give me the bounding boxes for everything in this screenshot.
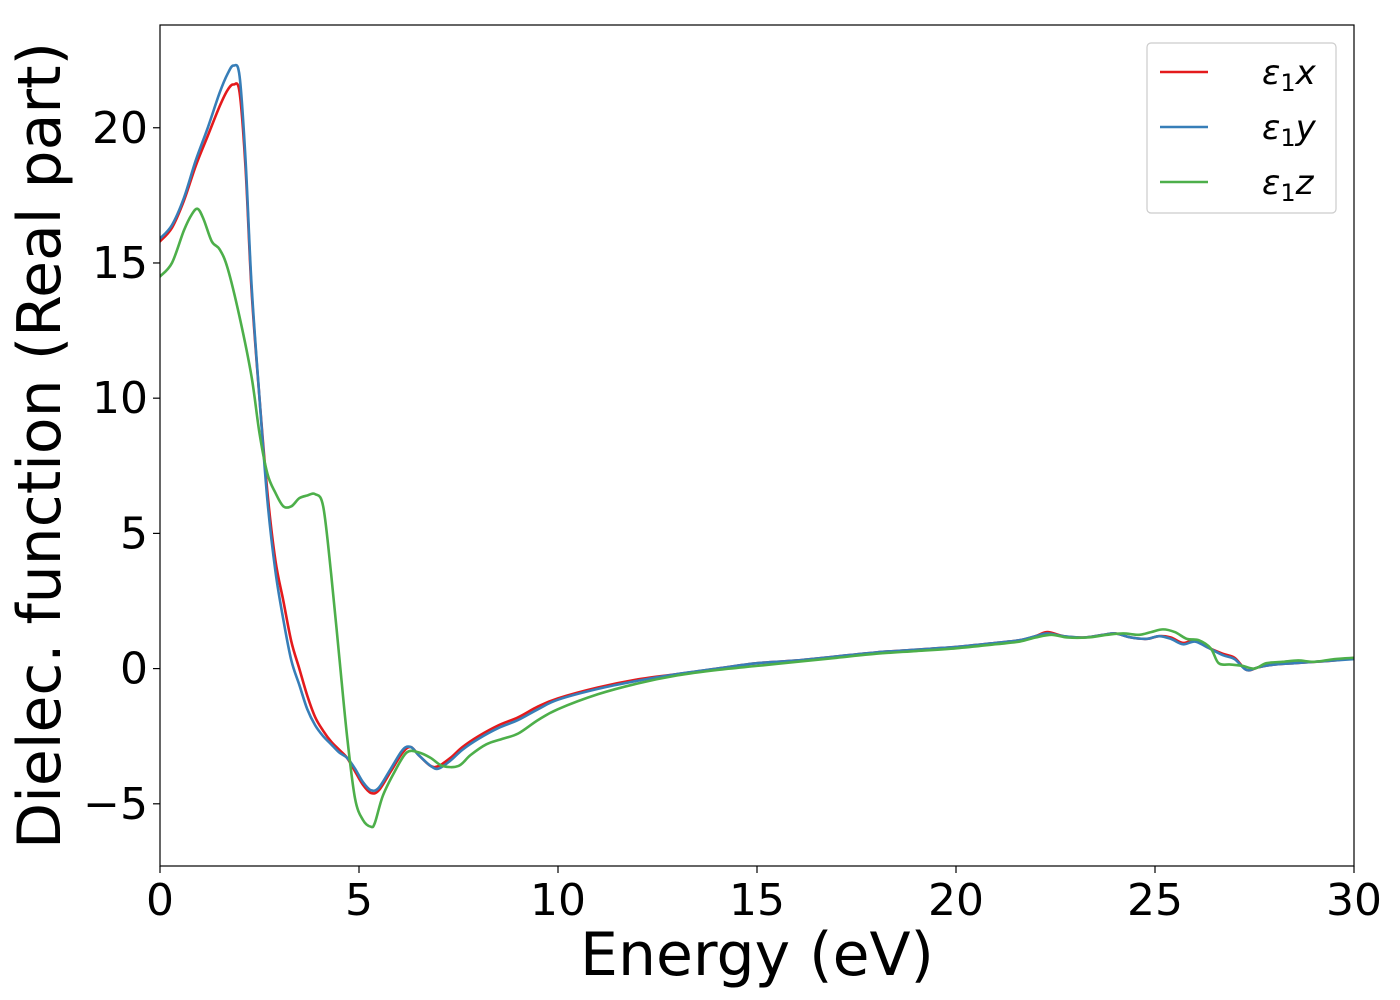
series-line-2	[160, 63, 1354, 793]
x-tick-label: 20	[928, 875, 984, 926]
legend-label-base: ε	[1262, 53, 1280, 93]
legend-label-subscript: 1	[1280, 69, 1295, 97]
legend-item: ε1z	[1160, 163, 1315, 207]
legend-label: ε1z	[1262, 163, 1315, 207]
y-axis-title: Dielec. function (Real part)	[5, 42, 75, 849]
y-tick-label: 10	[92, 373, 148, 424]
legend-box	[1146, 42, 1337, 214]
y-axis: −5 0 5 10 15 20	[83, 103, 160, 830]
y-tick-label: 5	[120, 508, 148, 559]
x-tick-label: 0	[146, 875, 174, 926]
x-axis: 0 5 10 15 20 25 30	[146, 866, 1382, 926]
legend-label: ε1y	[1262, 108, 1317, 152]
y-tick-label: −5	[83, 779, 148, 830]
y-tick-label: 15	[92, 238, 148, 289]
legend-label-subscript: 1	[1280, 124, 1295, 152]
series-layer	[160, 63, 1354, 829]
x-tick-label: 30	[1326, 875, 1382, 926]
x-tick-label: 10	[530, 875, 586, 926]
y-tick-label: 0	[120, 644, 148, 695]
legend-label-base: ε	[1262, 108, 1280, 148]
x-tick-label: 15	[729, 875, 785, 926]
legend-item: ε1y	[1160, 108, 1317, 152]
legend-label-base: ε	[1262, 163, 1280, 203]
x-tick-label: 5	[345, 875, 373, 926]
legend-label-subscript: 1	[1280, 179, 1295, 207]
legend-label-suffix: x	[1295, 53, 1317, 93]
legend-label-suffix: y	[1295, 108, 1317, 148]
series-line-3	[160, 207, 1354, 829]
y-tick-label: 20	[92, 103, 148, 154]
legend-label: ε1x	[1262, 53, 1317, 97]
legend-label-suffix: z	[1295, 163, 1315, 203]
x-axis-title: Energy (eV)	[580, 920, 934, 990]
legend-item: ε1x	[1160, 53, 1317, 97]
x-tick-label: 25	[1127, 875, 1183, 926]
